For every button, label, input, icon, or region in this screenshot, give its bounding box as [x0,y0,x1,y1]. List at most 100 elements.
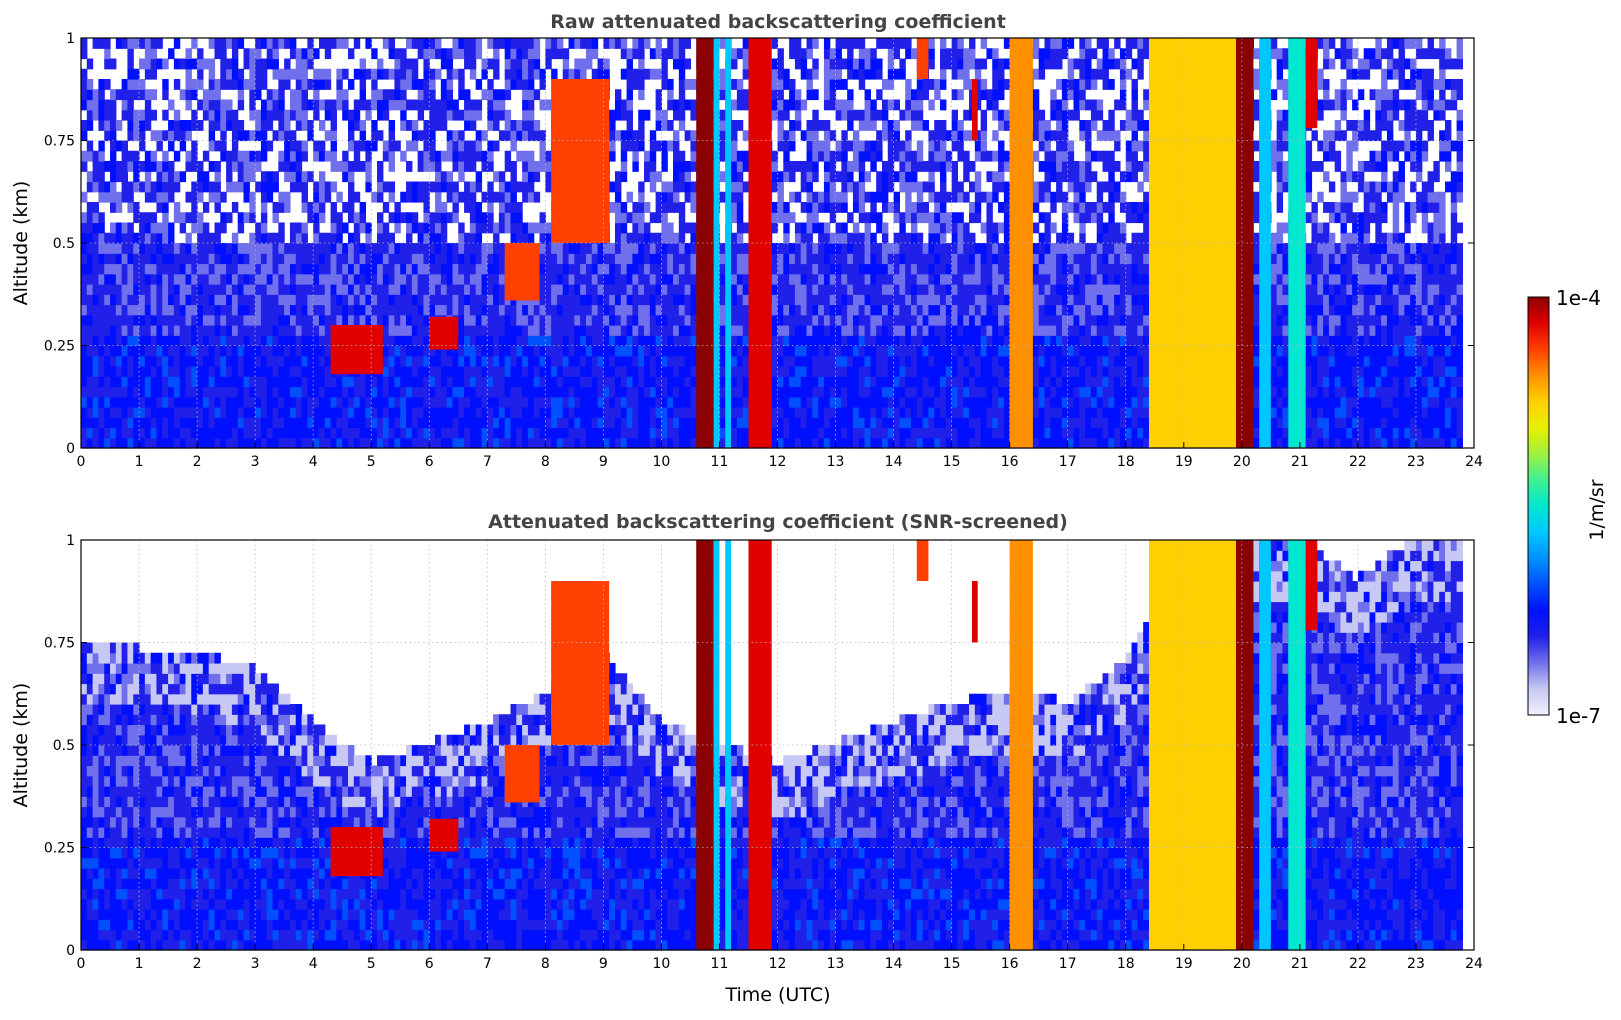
heatmap-cell [139,417,146,429]
heatmap-cell [191,417,198,429]
heatmap-cell [644,222,651,234]
heatmap-cell [231,181,239,193]
heatmap-cell [452,437,459,449]
heatmap-cell [916,294,924,306]
heatmap-cell [644,407,651,418]
heatmap-cell [359,396,366,408]
heatmap-cell [870,191,877,203]
heatmap-cell [690,376,697,388]
heatmap-cell [504,386,512,398]
heatmap-cell [295,376,303,388]
heatmap-cell [382,417,390,429]
heatmap-cell [110,294,117,306]
heatmap-cell [591,427,599,439]
heatmap-cell [133,314,140,326]
heatmap-cell [516,68,523,80]
heatmap-cell [469,386,477,398]
heatmap-cell [690,161,697,172]
heatmap-cell [307,437,314,449]
heatmap-cell [289,284,297,295]
heatmap-cell [406,376,413,388]
heatmap-cell [272,181,279,193]
heatmap-cell [742,355,750,367]
heatmap-cell [394,304,401,316]
heatmap-cell [649,427,657,439]
heatmap-cell [580,325,587,336]
heatmap-cell [342,376,349,388]
heatmap-cell [794,407,802,418]
heatmap-cell [870,396,877,408]
heatmap-cell [510,314,517,326]
heatmap-cell [562,243,570,254]
heatmap-cell [313,304,320,316]
heatmap-cell [313,335,320,347]
heatmap-cell [81,396,88,408]
heatmap-cell [881,325,889,336]
heatmap-cell [266,407,274,418]
heatmap-cell [841,437,848,449]
heatmap-cell [115,140,123,152]
heatmap-cell [806,120,813,131]
heatmap-cell [98,243,105,254]
heatmap-cell [719,89,726,101]
heatmap-cell [423,284,430,295]
heatmap-cell [510,355,517,367]
heatmap-cell [522,38,529,49]
heatmap-cell [382,345,390,357]
heatmap-cell [870,407,877,418]
heatmap-cell [539,314,546,326]
heatmap-cell [516,79,523,90]
heatmap-cell [411,120,419,131]
heatmap-cell [655,314,663,326]
heatmap-cell [887,314,895,326]
heatmap-cell [440,232,448,244]
heatmap-cell [690,335,697,347]
heatmap-cell [295,140,303,152]
heatmap-cell [916,366,924,377]
heatmap-cell [139,294,146,306]
heatmap-cell [144,191,152,203]
heatmap-cell [220,99,227,111]
heatmap-cell [736,407,744,418]
heatmap-cell [928,212,935,224]
heatmap-cell [812,263,819,275]
heatmap-cell [475,294,483,306]
heatmap-cell [400,427,407,439]
heatmap-cell [899,325,906,336]
heatmap-cell [620,140,628,152]
heatmap-cell [539,253,546,265]
heatmap-cell [945,325,953,336]
heatmap-cell [284,314,291,326]
heatmap-cell [98,345,105,357]
heatmap-cell [626,427,633,439]
heatmap-cell [533,120,541,131]
heatmap-cell [388,273,396,285]
heatmap-cell [899,284,906,295]
heatmap-cell [127,99,134,111]
heatmap-cell [556,243,564,254]
heatmap-cell [429,243,436,254]
heatmap-cell [353,99,361,111]
heatmap-cell [388,99,396,111]
heatmap-cell [86,294,94,306]
heatmap-cell [121,314,129,326]
heatmap-cell [731,99,738,111]
heatmap-cell [237,417,245,429]
heatmap-cell [255,79,262,90]
heatmap-cell [185,99,192,111]
heatmap-cell [150,273,158,285]
heatmap-cell [481,304,488,316]
heatmap-cell [493,396,500,408]
heatmap-cell [121,376,129,388]
heatmap-cell [394,284,401,295]
heatmap-cell [133,181,140,193]
heatmap-cell [818,140,825,152]
heatmap-cell [783,253,790,265]
heatmap-cell [127,437,134,449]
heatmap-cell [585,376,593,388]
heatmap-cell [266,366,274,377]
heatmap-cell [638,396,645,408]
heatmap-cell [475,437,483,449]
heatmap-cell [202,366,210,377]
heatmap-cell [197,273,204,285]
